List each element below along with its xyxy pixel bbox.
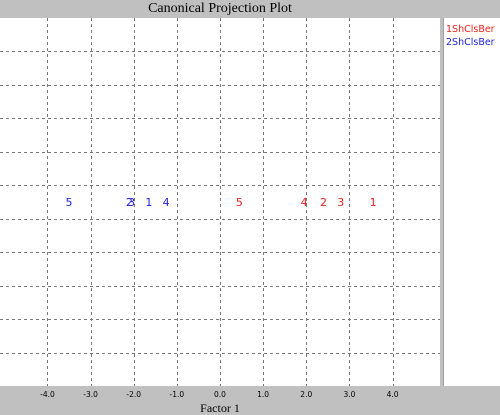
- legend-entry-1: 1ShClsBer: [446, 24, 495, 35]
- legend: 1ShClsBer 2ShClsBer: [443, 18, 500, 386]
- data-point-s1-5: 5: [236, 196, 243, 209]
- x-tick-label: 2.0: [300, 390, 312, 399]
- x-tick-label: -2.0: [126, 390, 141, 399]
- data-point-s1-4: 4: [301, 196, 308, 209]
- x-axis-label: Factor 1: [200, 401, 240, 415]
- x-tick-label: 3.0: [343, 390, 355, 399]
- data-point-s1-2: 2: [320, 196, 327, 209]
- scatter-chart: 5 4 2 3 15 23 1 4: [0, 18, 440, 386]
- x-tick-label: 4.0: [387, 390, 399, 399]
- x-axis-ticks: -4.0 -3.0 -2.0 -1.0 0.0 1.0 2.0 3.0 4.0: [40, 390, 399, 399]
- data-point-s2-3: 3: [128, 196, 135, 209]
- data-points: 5 4 2 3 15 23 1 4: [66, 196, 377, 209]
- x-tick-label: 1.0: [257, 390, 269, 399]
- data-point-s1-3: 3: [337, 196, 344, 209]
- data-point-s2-4: 4: [163, 196, 170, 209]
- legend-entry-2: 2ShClsBer: [446, 37, 495, 48]
- x-tick-label: 0.0: [214, 390, 226, 399]
- data-point-s2-2: 2: [126, 196, 133, 209]
- grid: [0, 18, 440, 386]
- x-tick-label: -1.0: [170, 390, 185, 399]
- chart-title: Canonical Projection Plot: [148, 1, 292, 16]
- data-point-s2-1: 1: [145, 196, 152, 209]
- data-point-s1-1: 1: [370, 196, 377, 209]
- x-tick-label: -3.0: [83, 390, 98, 399]
- x-tick-label: -4.0: [40, 390, 55, 399]
- data-point-s2-5: 5: [66, 196, 73, 209]
